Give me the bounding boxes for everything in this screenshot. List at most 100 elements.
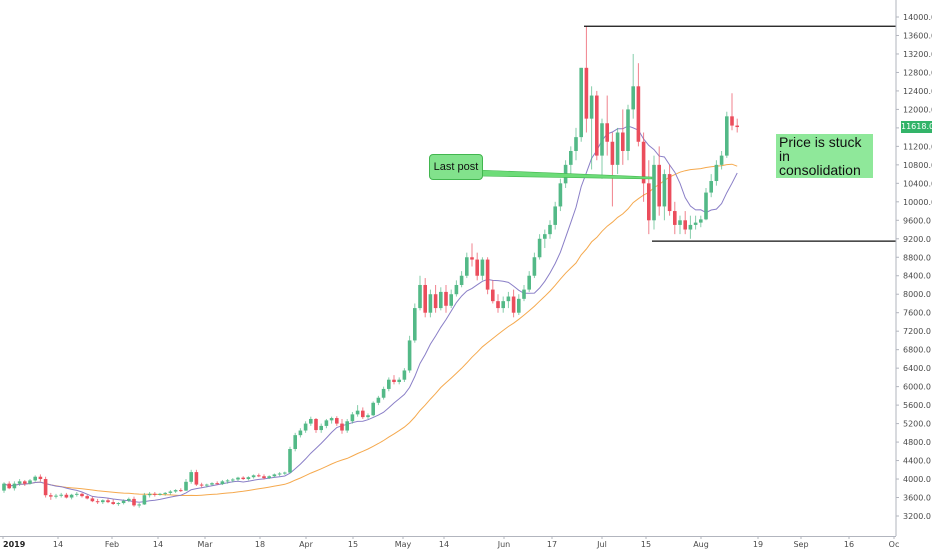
candle (381, 386, 386, 400)
candle (49, 492, 53, 500)
candle (387, 377, 391, 392)
y-tick-label: 7200.0 (903, 327, 931, 336)
candle (641, 132, 646, 202)
candle (116, 502, 121, 506)
y-tick-label: 6000.0 (903, 383, 931, 392)
candle (251, 474, 256, 479)
candle (23, 479, 27, 486)
candle (2, 482, 6, 493)
candle (142, 492, 147, 505)
candle (75, 491, 79, 497)
time-axis[interactable]: 2019 14 Feb 14 Mar 18 Apr 15 May 14 Jun 17 Jul 15 Aug 1… (2, 536, 900, 549)
candle (397, 377, 401, 385)
candle (699, 215, 703, 228)
x-tick-label: May (395, 540, 412, 549)
price-axis-background (896, 0, 932, 536)
candle (147, 491, 152, 498)
candle (43, 476, 48, 498)
candle (90, 496, 95, 503)
y-tick-label: 8400.0 (903, 272, 931, 281)
candle (589, 86, 594, 170)
candle (17, 479, 22, 486)
candle (543, 229, 547, 249)
y-tick-label: 9200.0 (903, 235, 931, 244)
candle (303, 421, 308, 433)
candle (350, 412, 355, 424)
y-tick-label: 12800.0 (903, 68, 932, 77)
candle (215, 481, 219, 485)
candle (121, 499, 126, 505)
candle (454, 280, 459, 297)
y-tick-label: 14000.0 (903, 13, 932, 22)
candle (511, 289, 516, 318)
candle (636, 63, 641, 147)
candlesticks-layer (2, 26, 739, 508)
x-tick-label: Jul (596, 540, 607, 549)
candle (449, 289, 453, 309)
candle (522, 284, 526, 302)
candle (574, 127, 578, 161)
candle (537, 234, 542, 260)
candle (95, 498, 100, 504)
y-tick-label: 8800.0 (903, 253, 931, 262)
candle (496, 294, 500, 313)
y-tick-label: 6400.0 (903, 364, 931, 373)
candle (418, 275, 422, 311)
y-tick-label: 12400.0 (903, 87, 932, 96)
candle (262, 474, 266, 480)
candle (480, 257, 485, 281)
candle (80, 492, 84, 498)
candle (324, 418, 329, 429)
candle (392, 375, 396, 385)
candle (605, 95, 609, 156)
y-tick-label: 6800.0 (903, 346, 931, 355)
candle (101, 499, 105, 504)
candle (579, 67, 583, 142)
last-post-annotation[interactable]: Last post (429, 154, 483, 180)
y-tick-label: 10800.0 (903, 161, 932, 170)
candle (257, 473, 261, 478)
y-tick-label: 8000.0 (903, 290, 931, 299)
x-tick-label: Oc (889, 540, 900, 549)
candle (626, 104, 630, 161)
consolidation-annotation[interactable]: Price is stuck in consolidation (776, 134, 873, 178)
time-axis-background (0, 536, 932, 550)
candle (584, 26, 589, 133)
x-tick-label: Jun (497, 540, 511, 549)
moving-average-fast-layer (3, 125, 738, 503)
x-tick-label: 14 (439, 540, 449, 549)
candle (153, 491, 157, 497)
candle (719, 150, 724, 170)
candle (725, 111, 729, 158)
y-tick-label: 3200.0 (903, 512, 931, 521)
candle (28, 479, 32, 485)
candle (184, 479, 188, 492)
candle (231, 478, 235, 483)
candle (137, 503, 141, 508)
candle (475, 252, 479, 281)
candle (329, 416, 334, 424)
y-tick-label: 5200.0 (903, 420, 931, 429)
candle (501, 296, 505, 313)
candle (657, 146, 661, 216)
x-tick-label: 14 (153, 540, 163, 549)
candle (407, 335, 412, 373)
candle (241, 476, 245, 480)
moving-average-slow-line (3, 163, 738, 497)
candle (33, 475, 37, 482)
y-tick-label: 10400.0 (903, 179, 932, 188)
candle (288, 446, 292, 474)
candle (111, 499, 115, 505)
price-axis[interactable]: 3200.0 3600.0 4000.0 4400.0 4800.0 5200.0 5600… (896, 13, 932, 521)
y-tick-label: 12000.0 (903, 105, 932, 114)
candle (220, 479, 225, 486)
horizontal-levels-layer (584, 25, 896, 242)
y-tick-label: 7600.0 (903, 309, 931, 318)
candle (709, 174, 713, 198)
candle (615, 127, 620, 175)
candle (272, 473, 277, 478)
x-tick-label: 15 (641, 540, 651, 549)
y-tick-label: 11200.0 (903, 142, 932, 151)
y-tick-label: 9600.0 (903, 216, 931, 225)
